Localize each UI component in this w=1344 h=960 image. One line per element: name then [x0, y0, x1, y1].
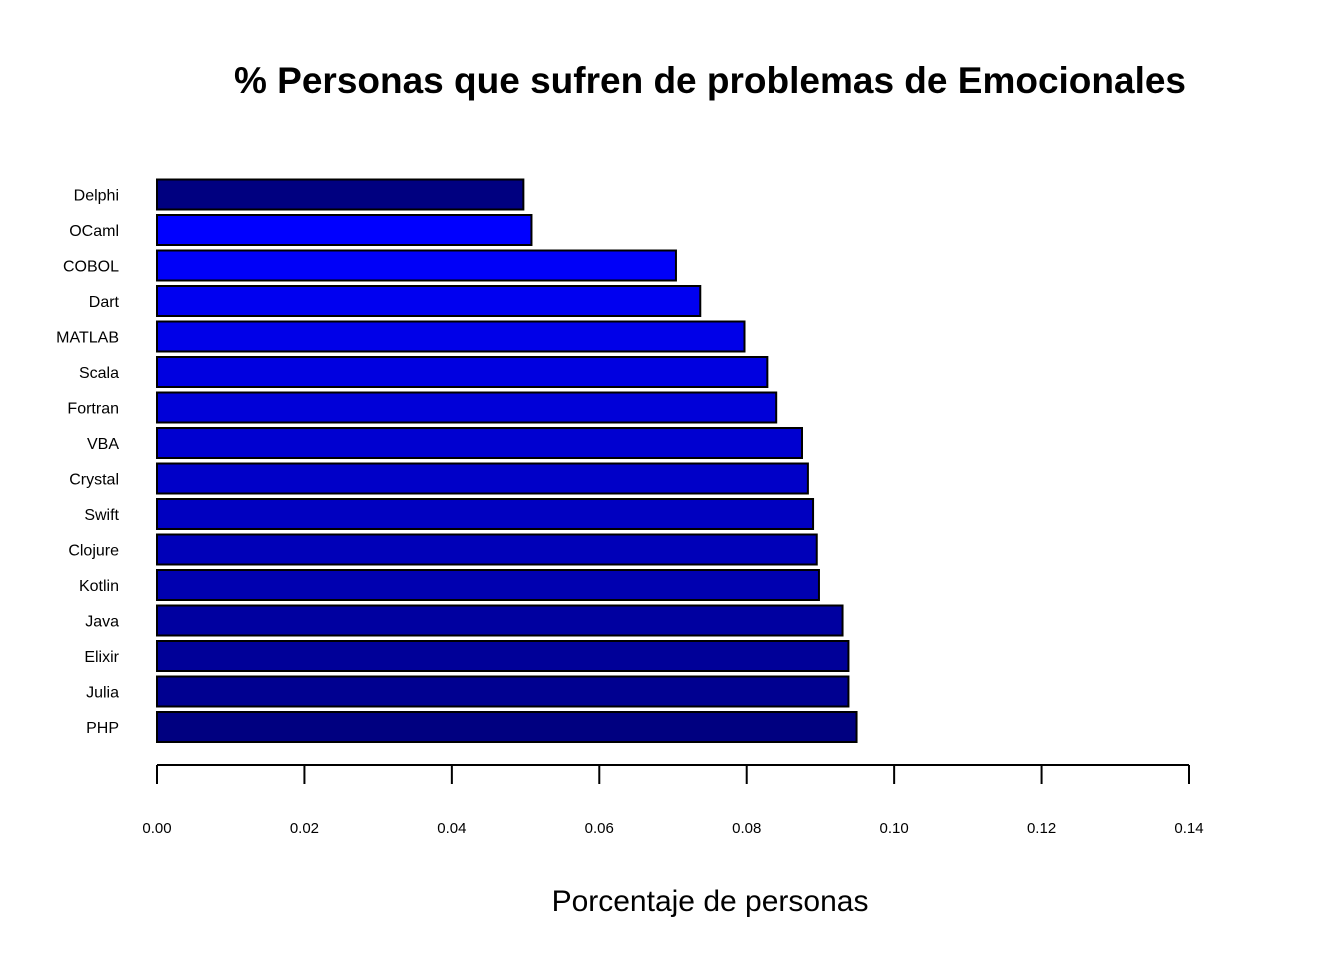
category-label: MATLAB [56, 330, 119, 347]
category-label: VBA [87, 436, 119, 453]
category-label: Kotlin [79, 578, 119, 595]
category-label: Scala [79, 365, 119, 382]
bar-java [156, 604, 844, 637]
x-tick-label: 0.06 [585, 820, 614, 837]
x-axis: 0.00 0.02 0.04 0.06 0.08 0.10 0.12 0.14 [142, 764, 1204, 837]
bar-elixir [156, 640, 850, 672]
x-tick-label: 0.12 [1027, 820, 1056, 837]
bar-matlab [156, 320, 746, 353]
bar-ocaml [156, 214, 533, 246]
bar-julia [156, 675, 850, 708]
category-label: Dart [89, 294, 120, 311]
x-tick-label: 0.10 [880, 820, 909, 837]
category-label: OCaml [69, 223, 119, 240]
category-label: Julia [86, 685, 119, 702]
bar-fortran [156, 391, 778, 424]
bar-clojure [156, 533, 818, 566]
category-label: Elixir [84, 649, 119, 666]
bar-scala [156, 356, 769, 388]
category-label: Fortran [67, 401, 119, 418]
category-label: Delphi [74, 188, 119, 205]
x-tick-label: 0.04 [437, 820, 466, 837]
x-tick-label: 0.00 [142, 820, 171, 837]
x-tick-label: 0.08 [732, 820, 761, 837]
category-label: Clojure [68, 543, 119, 560]
bar-cobol [156, 249, 677, 282]
x-axis-label: Porcentaje de personas [552, 885, 869, 918]
bar-crystal [156, 462, 809, 495]
bar-php [156, 711, 858, 743]
x-tick-label: 0.14 [1174, 820, 1203, 837]
chart-title: % Personas que sufren de problemas de Em… [234, 60, 1186, 101]
category-labels: Delphi OCaml COBOL Dart MATLAB Scala Fortran VB… [56, 188, 119, 738]
category-label: PHP [86, 720, 119, 737]
bar-kotlin [156, 569, 820, 601]
bar-dart [156, 285, 702, 317]
category-label: Crystal [69, 472, 119, 489]
category-label: Java [85, 614, 119, 631]
x-tick-label: 0.02 [290, 820, 319, 837]
bar-delphi [156, 178, 525, 211]
bar-swift [156, 498, 815, 530]
bars-group [156, 178, 858, 743]
bar-vba [156, 427, 803, 459]
category-label: COBOL [63, 259, 119, 276]
category-label: Swift [84, 507, 119, 524]
